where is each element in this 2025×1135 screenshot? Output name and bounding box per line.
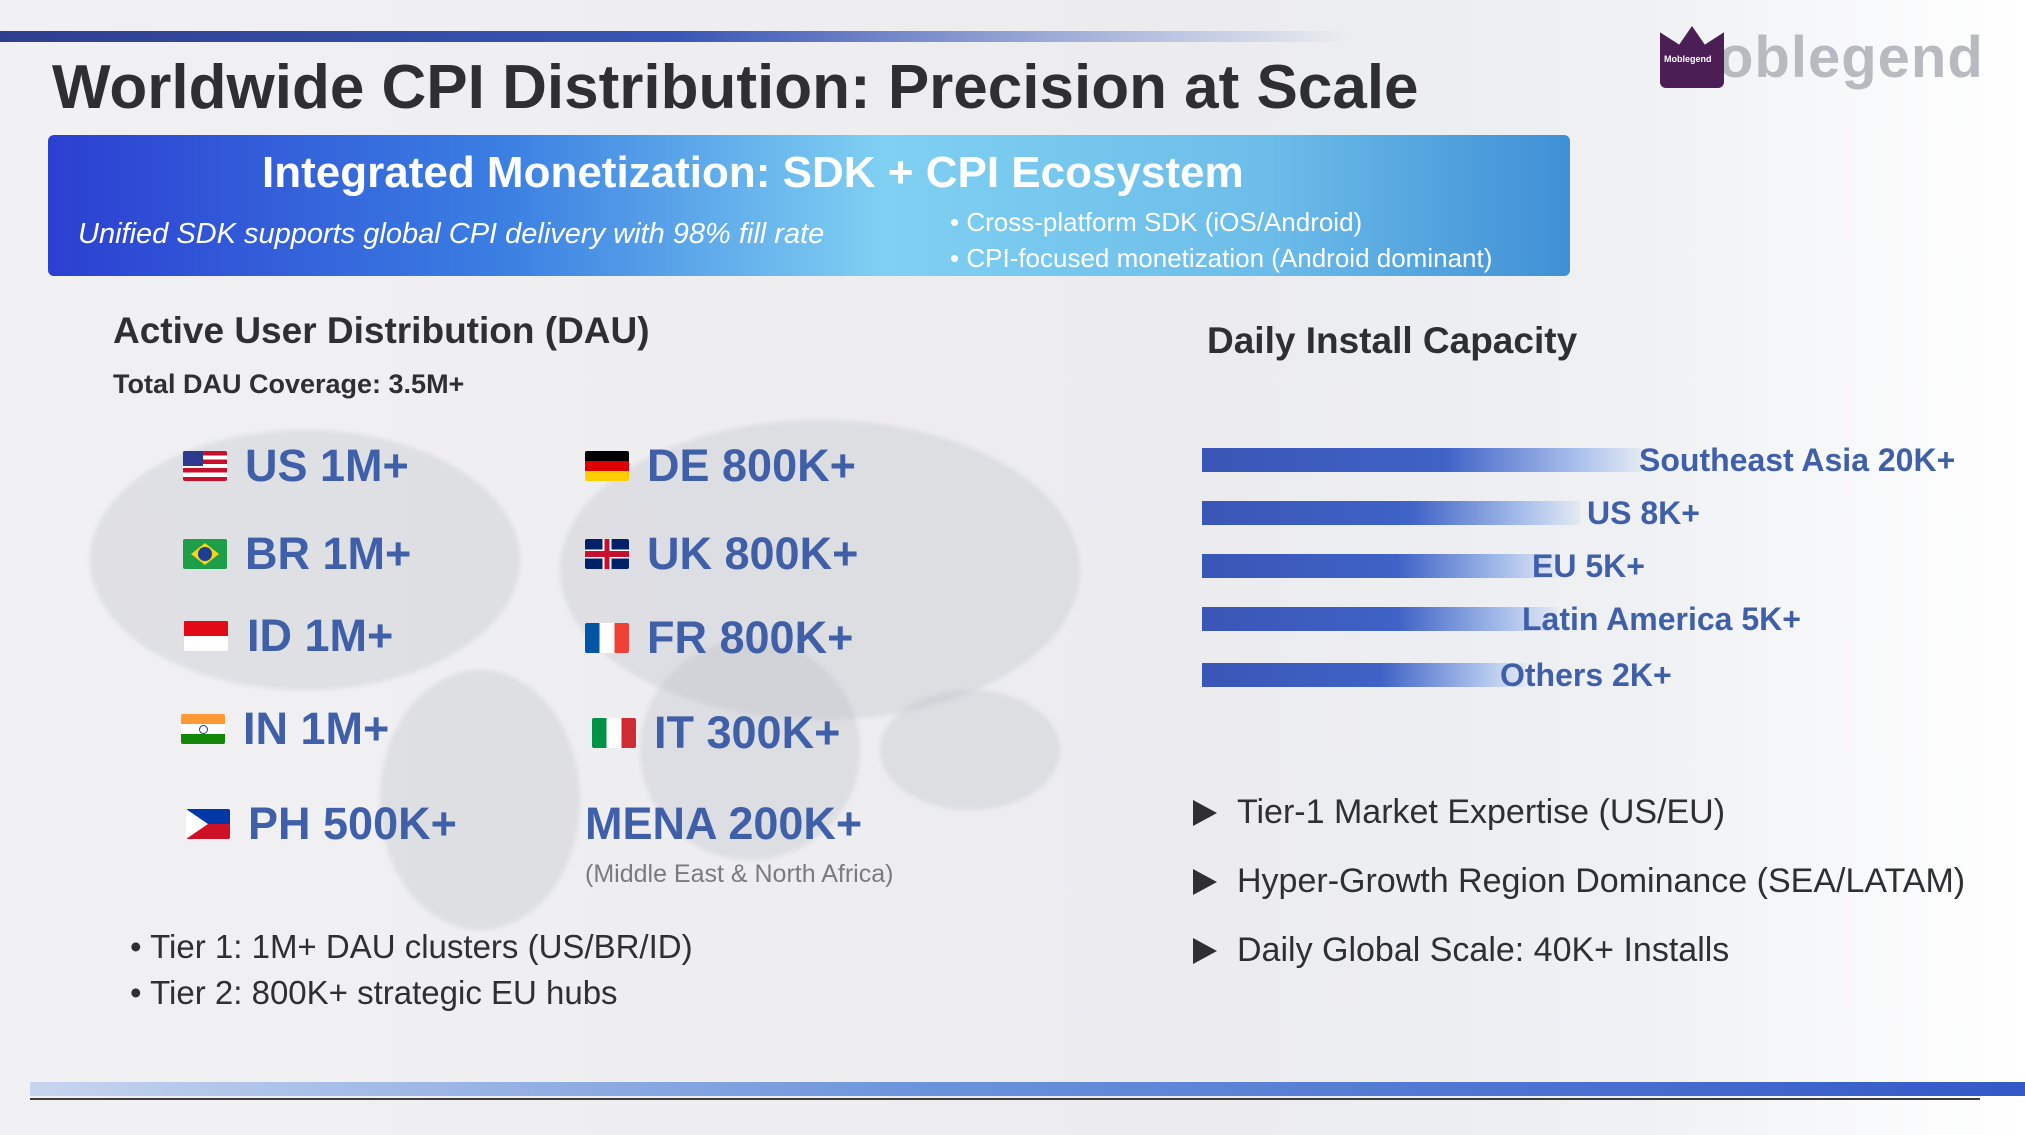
germany-flag-icon: [585, 451, 629, 481]
dau-item-ph: PH 500K+: [186, 798, 457, 850]
install-bar: [1202, 448, 1642, 472]
dau-section-title: Active User Distribution (DAU): [113, 310, 650, 351]
world-map-background: [640, 640, 860, 860]
banner-title: Integrated Monetization: SDK + CPI Ecosy…: [262, 148, 1244, 197]
dau-item-label: MENA 200K+: [585, 798, 863, 849]
dau-total: Total DAU Coverage: 3.5M+: [113, 369, 465, 399]
monetization-banner: [48, 135, 1570, 276]
dau-item-it: IT 300K+: [592, 707, 840, 759]
install-bullets: Tier-1 Market Expertise (US/EU) Hyper-Gr…: [1193, 778, 1965, 985]
install-bullet: Tier-1 Market Expertise (US/EU): [1193, 778, 1965, 847]
logo-mark-icon: Moblegend: [1660, 26, 1724, 88]
logo-wordmark: oblegend: [1718, 24, 1984, 90]
install-bar: [1202, 501, 1580, 525]
us-flag-icon: [183, 451, 227, 481]
france-flag-icon: [585, 623, 629, 653]
italy-flag-icon: [592, 718, 636, 748]
install-bar: [1202, 607, 1557, 631]
logo-badge-text: Moblegend: [1664, 54, 1712, 64]
dau-item-label: US 1M+: [245, 440, 409, 491]
dau-item-label: ID 1M+: [247, 610, 394, 661]
world-map-background: [380, 670, 580, 930]
banner-subtitle: Unified SDK supports global CPI delivery…: [78, 218, 825, 250]
indonesia-flag-icon: [183, 620, 229, 652]
dau-item-uk: UK 800K+: [585, 528, 858, 580]
install-bar-label: Latin America 5K+: [1522, 600, 1801, 637]
banner-point: • CPI-focused monetization (Android domi…: [950, 243, 1493, 273]
dau-item-us: US 1M+: [183, 440, 409, 492]
install-bar: [1202, 663, 1526, 687]
dau-item-id: ID 1M+: [183, 610, 393, 662]
triangle-bullet-icon: [1193, 868, 1217, 895]
tier-item: • Tier 2: 800K+ strategic EU hubs: [130, 974, 618, 1011]
install-bar-row: Latin America 5K+: [1202, 589, 1801, 649]
bottom-rule: [30, 1098, 1980, 1100]
dau-item-br: BR 1M+: [183, 528, 411, 580]
philippines-flag-icon: [186, 809, 230, 839]
page-title: Worldwide CPI Distribution: Precision at…: [52, 53, 1419, 122]
banner-points: • Cross-platform SDK (iOS/Android) • CPI…: [950, 204, 1492, 276]
brazil-flag-icon: [183, 539, 227, 569]
install-bar-label: EU 5K+: [1532, 547, 1645, 584]
install-bar: [1202, 554, 1557, 578]
brand-logo: Moblegend oblegend: [1660, 22, 1984, 92]
dau-item-label: IN 1M+: [243, 703, 390, 754]
install-bullet-text: Daily Global Scale: 40K+ Installs: [1237, 931, 1730, 969]
bottom-accent-line: [30, 1082, 2025, 1096]
install-bar-row: US 8K+: [1202, 483, 1700, 543]
dau-item-label: IT 300K+: [654, 707, 841, 758]
dau-item-label: BR 1M+: [245, 528, 412, 579]
triangle-bullet-icon: [1193, 799, 1217, 826]
install-bar-label: US 8K+: [1587, 494, 1700, 531]
india-flag-icon: [181, 714, 225, 744]
triangle-bullet-icon: [1193, 937, 1217, 964]
install-bar-label: Others 2K+: [1500, 656, 1672, 693]
banner-point: • Cross-platform SDK (iOS/Android): [950, 207, 1363, 237]
dau-item-mena: MENA 200K+: [585, 798, 862, 850]
install-bar-row: EU 5K+: [1202, 536, 1645, 596]
world-map-background: [560, 420, 1080, 720]
dau-item-in: IN 1M+: [181, 703, 389, 755]
dau-item-label: DE 800K+: [647, 440, 856, 491]
install-bullet-text: Hyper-Growth Region Dominance (SEA/LATAM…: [1237, 862, 1966, 900]
dau-item-label: UK 800K+: [647, 528, 859, 579]
mena-note: (Middle East & North Africa): [585, 860, 894, 888]
install-bar-row: Southeast Asia 20K+: [1202, 430, 1955, 490]
tier-item: • Tier 1: 1M+ DAU clusters (US/BR/ID): [130, 928, 693, 965]
install-section-title: Daily Install Capacity: [1207, 320, 1578, 361]
tier-list: • Tier 1: 1M+ DAU clusters (US/BR/ID) • …: [130, 924, 693, 1016]
dau-item-fr: FR 800K+: [585, 612, 853, 664]
install-bullet: Daily Global Scale: 40K+ Installs: [1193, 916, 1965, 985]
world-map-background: [90, 430, 520, 690]
install-bar-row: Others 2K+: [1202, 645, 1672, 705]
install-bullet-text: Tier-1 Market Expertise (US/EU): [1237, 793, 1726, 831]
dau-item-de: DE 800K+: [585, 440, 856, 492]
world-map-background: [880, 690, 1060, 810]
uk-flag-icon: [585, 539, 629, 569]
install-bar-label: Southeast Asia 20K+: [1639, 441, 1956, 478]
dau-item-label: FR 800K+: [647, 612, 854, 663]
dau-item-label: PH 500K+: [248, 798, 457, 849]
top-accent-line: [0, 31, 1350, 42]
install-bullet: Hyper-Growth Region Dominance (SEA/LATAM…: [1193, 847, 1965, 916]
